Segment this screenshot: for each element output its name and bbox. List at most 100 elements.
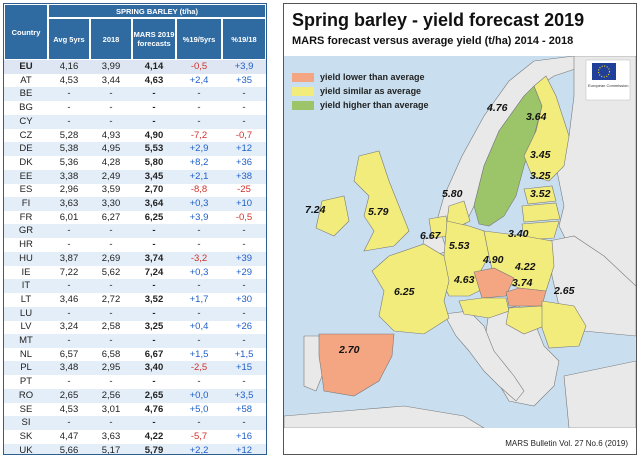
value-nl: 6.67 <box>420 230 442 242</box>
y2018-cell: 2,49 <box>101 170 121 182</box>
country-cell: BE <box>19 88 33 100</box>
svg-text:European Commission: European Commission <box>588 83 628 88</box>
pct-19-18-cell: - <box>242 102 246 114</box>
forecast-2019-cell: 3,52 <box>144 293 164 305</box>
avg-5yrs-cell: 3,63 <box>59 198 79 209</box>
table-row: IT - - - - - <box>4 279 266 294</box>
y2018-cell: 3,99 <box>101 61 121 72</box>
avg-5yrs-cell: 5,36 <box>59 156 79 168</box>
pct-19-18-cell: - <box>242 88 246 100</box>
pct-19-5yrs-cell: -8,8 <box>190 184 208 196</box>
pct-19-18-cell: +58 <box>235 403 253 415</box>
value-fi: 3.64 <box>526 111 547 123</box>
forecast-2019-cell: 2,70 <box>144 184 164 196</box>
map-title: Spring barley - yield forecast 2019 <box>292 10 585 30</box>
pct-19-5yrs-cell: +8,2 <box>189 156 209 168</box>
y2018-cell: 3,63 <box>101 430 121 442</box>
pct-19-5yrs-cell: -2,5 <box>190 362 208 374</box>
land-italy <box>443 310 525 402</box>
legend-label-similar: yield similar as average <box>320 86 422 96</box>
value-pl: 3.40 <box>508 228 529 240</box>
table-row: CY - - - - - <box>4 114 266 129</box>
forecast-2019-cell: 3,64 <box>144 198 164 209</box>
y2018-cell: 2,95 <box>101 362 121 374</box>
forecast-2019-cell: 4,76 <box>144 403 164 415</box>
forecast-2019-cell: - <box>152 88 156 100</box>
country-cell: DK <box>19 156 33 168</box>
pct-19-5yrs-cell: - <box>197 102 201 114</box>
country-cell: IE <box>21 266 31 278</box>
pct-19-18-cell: +26 <box>235 321 253 333</box>
pct-19-5yrs-cell: +2,2 <box>189 444 209 455</box>
table-row: DK 5,36 4,28 5,80 +8,2 +36 <box>4 156 266 170</box>
pct-19-5yrs-cell: +0,3 <box>189 198 209 209</box>
pct-19-18-cell: - <box>242 239 246 251</box>
pct-19-5yrs-cell: - <box>197 239 201 251</box>
country-sk <box>505 287 547 307</box>
value-es: 2.70 <box>338 344 360 356</box>
pct-19-5yrs-cell: +1,5 <box>189 348 209 360</box>
y2018-cell: - <box>109 102 113 114</box>
pct-19-5yrs-cell: +1,7 <box>189 293 209 305</box>
forecast-2019-cell: - <box>152 335 156 346</box>
y2018-cell: 3,44 <box>101 74 121 86</box>
table-row: PT - - - - - <box>4 375 266 389</box>
land-portugal <box>303 335 323 392</box>
table-row: EU 4,16 3,99 4,14 -0,5 +3,9 <box>4 60 266 74</box>
forecast-2019-cell: 4,14 <box>144 61 164 72</box>
pct-19-18-cell: +35 <box>235 74 253 86</box>
y2018-cell: - <box>109 88 113 100</box>
country-lv <box>521 202 561 223</box>
pct-19-5yrs-cell: +0,0 <box>189 389 209 401</box>
legend-lower: yield lower than average <box>292 72 425 82</box>
table-row: GR - - - - - <box>4 224 266 239</box>
value-se: 4.76 <box>486 102 508 114</box>
yield-table: Country SPRING BARLEY (t/ha) Avg 5yrs 20… <box>3 3 267 455</box>
country-cell: SI <box>21 417 31 429</box>
pct-19-18-cell: +36 <box>235 156 253 168</box>
country-cell: EU <box>19 61 33 72</box>
forecast-2019-cell: - <box>152 239 156 251</box>
y2018-cell: 4,95 <box>101 143 121 155</box>
country-cell: NL <box>19 348 33 360</box>
country-cell: LT <box>20 293 32 305</box>
header-mars-2019: MARS 2019 forecasts <box>132 18 176 60</box>
pct-19-18-cell: - <box>242 417 246 429</box>
forecast-2019-cell: - <box>152 307 156 319</box>
forecast-2019-cell: - <box>152 376 156 388</box>
avg-5yrs-cell: 6,57 <box>59 348 79 360</box>
country-cell: CZ <box>19 129 33 141</box>
legend-swatch-higher <box>292 100 314 110</box>
y2018-cell: - <box>109 376 113 388</box>
country-cell: LU <box>19 307 33 319</box>
pct-19-5yrs-cell: - <box>197 307 201 319</box>
y2018-cell: 2,56 <box>101 389 121 401</box>
avg-5yrs-cell: 4,47 <box>59 430 79 442</box>
pct-19-5yrs-cell: - <box>197 115 201 127</box>
y2018-cell: 2,69 <box>101 252 121 264</box>
y2018-cell: - <box>109 239 113 251</box>
country-cell: UK <box>19 444 33 455</box>
forecast-2019-cell: 7,24 <box>144 266 164 278</box>
forecast-2019-cell: 6,25 <box>144 211 164 223</box>
country-cell: PT <box>19 376 33 388</box>
forecast-2019-cell: 6,67 <box>144 348 164 360</box>
country-cell: AT <box>20 74 32 86</box>
y2018-cell: - <box>109 335 113 346</box>
country-cell: SK <box>19 430 33 442</box>
country-cell: EE <box>19 170 33 182</box>
y2018-cell: 3,30 <box>101 198 121 209</box>
country-cz <box>473 267 515 299</box>
table-row: LT 3,46 2,72 3,52 +1,7 +30 <box>4 293 266 307</box>
avg-5yrs-cell: 3,24 <box>59 321 79 333</box>
y2018-cell: - <box>109 225 113 237</box>
table-row: DE 5,38 4,95 5,53 +2,9 +12 <box>4 142 266 157</box>
country-cell: BG <box>19 102 33 114</box>
avg-5yrs-cell: - <box>67 239 71 251</box>
forecast-2019-cell: 4,90 <box>144 129 164 141</box>
country-cell: PL <box>20 362 32 374</box>
pct-19-18-cell: +30 <box>235 293 253 305</box>
country-cell: RO <box>18 389 34 401</box>
pct-19-18-cell: - <box>242 225 246 237</box>
legend-label-lower: yield lower than average <box>320 72 425 82</box>
